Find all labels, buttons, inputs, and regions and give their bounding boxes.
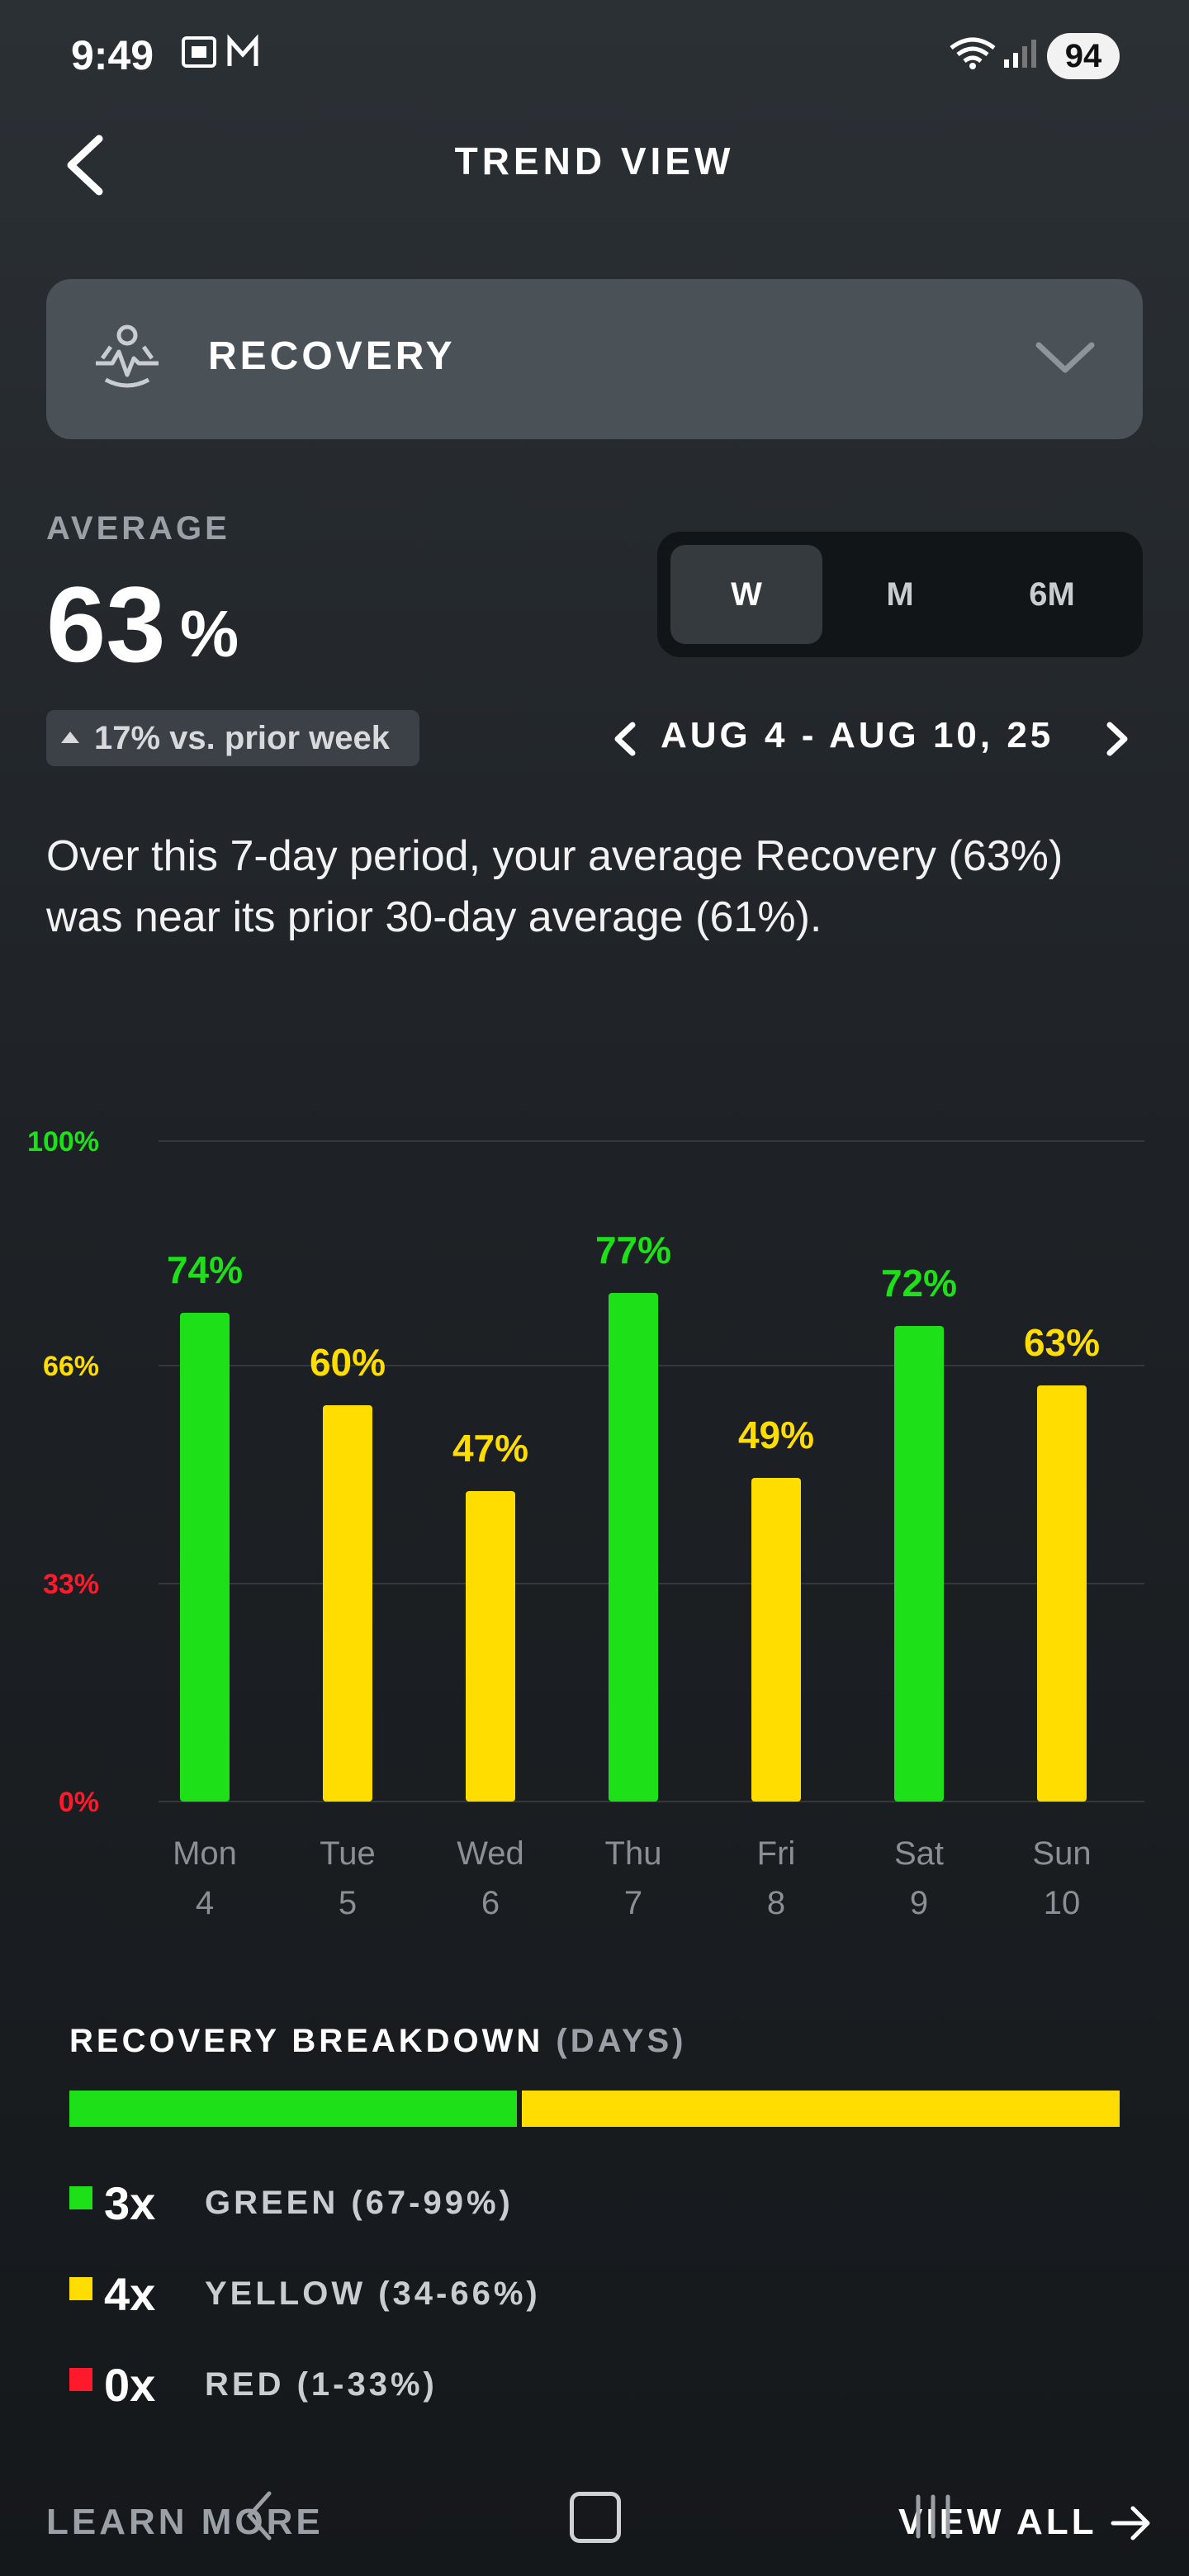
chevron-down-icon [1035,342,1095,373]
legend-label: RED (1-33%) [205,2366,438,2403]
period-option-month[interactable]: M [886,576,914,613]
breakdown-subtitle: (DAYS) [556,2023,687,2059]
x-tick-date: 7 [624,1885,642,1921]
date-range: AUG 4 - AUG 10, 25 [661,715,1054,755]
breakdown-title-text: RECOVERY BREAKDOWN [69,2023,544,2059]
delta-badge: 17% vs. prior week [46,710,419,766]
y-tick-label: 33% [43,1569,99,1600]
period-option-6-months[interactable]: 6M [1029,576,1075,613]
x-axis-labels: Mon 4 Tue 5 Wed 6 Thu 7 Fri 8 Sat 9 Sun 10 [173,1835,1091,1921]
bar-value-label: 47% [452,1427,528,1470]
x-tick-day: Fri [757,1835,796,1872]
breakdown-segment-yellow [522,2091,1120,2127]
status-time: 9:49 [71,32,154,78]
bar-value-label: 72% [881,1262,957,1305]
period-option-week[interactable]: W [670,545,822,644]
breakdown-segment-green [69,2091,518,2127]
bar-mon [180,1313,230,1802]
system-back-button[interactable] [239,2487,281,2545]
signal-icon [1004,40,1036,68]
bar-value-labels: 74% 60% 47% 77% 49% 72% 63% [167,1229,1100,1470]
delta-text: 17% vs. prior week [94,720,390,756]
bar-value-label: 60% [310,1341,386,1384]
average-unit: % [180,597,239,670]
bar-tue [323,1405,372,1802]
previous-period-button[interactable] [611,720,639,758]
bar-thu [609,1293,658,1802]
y-tick-label: 0% [59,1787,99,1818]
x-tick-day: Sat [894,1835,944,1872]
average-value: 63 [46,564,166,684]
legend-label: YELLOW (34-66%) [205,2275,541,2312]
recovery-icon [96,324,159,388]
chevron-left-icon [67,135,103,196]
bar-sun [1037,1385,1087,1802]
x-tick-date: 4 [196,1885,214,1921]
legend-count: 0x [104,2359,156,2411]
wifi-icon [950,37,996,69]
y-tick-label: 100% [27,1126,99,1158]
y-tick-label: 66% [43,1351,99,1382]
breakdown-title: RECOVERY BREAKDOWN (DAYS) [69,2023,687,2060]
bar-sat [894,1326,944,1802]
legend-count: 4x [104,2268,156,2320]
notification-icons [180,33,271,80]
bar-value-label: 74% [167,1248,243,1291]
x-tick-date: 9 [910,1885,928,1921]
period-toggle: W M 6M [657,532,1143,657]
x-tick-date: 10 [1044,1885,1081,1921]
view-all-link[interactable]: VIEW ALL [898,2502,1097,2542]
back-button[interactable] [58,124,116,206]
learn-more-link[interactable]: LEARN MORE [46,2502,324,2542]
summary-text: Over this 7-day period, your average Rec… [46,832,1063,941]
legend-label: GREEN (67-99%) [205,2185,514,2221]
battery-badge: 94 [1047,33,1120,79]
screenshot-icon [182,34,258,68]
x-tick-day: Thu [605,1835,662,1872]
x-tick-day: Tue [320,1835,375,1872]
x-tick-date: 5 [339,1885,357,1921]
x-tick-day: Wed [457,1835,524,1872]
recovery-bar-chart: 0% 33% 66% 100% 74% 60% 47% 77% 49% 72% 63% Mon 4 T… [27,1126,1144,1921]
legend-swatch-green [69,2186,92,2209]
y-axis-labels: 0% 33% 66% 100% [27,1126,99,1818]
system-recents-button[interactable] [908,2492,958,2541]
x-tick-date: 6 [481,1885,500,1921]
arrow-right-icon[interactable] [1110,2503,1154,2543]
x-tick-date: 8 [767,1885,785,1921]
legend-swatch-yellow [69,2277,92,2300]
legend-swatch-red [69,2368,92,2391]
x-tick-day: Mon [173,1835,237,1872]
bar-fri [751,1478,801,1802]
next-period-button[interactable] [1103,720,1131,758]
bar-value-label: 49% [738,1413,814,1456]
legend-count: 3x [104,2177,156,2229]
breakdown-bar [69,2091,1120,2127]
system-home-button[interactable] [570,2492,621,2543]
metric-label: RECOVERY [208,334,456,378]
bar-value-label: 63% [1024,1321,1100,1364]
average-label: AVERAGE [46,510,230,547]
chart-bars [180,1293,1087,1802]
page-title: TREND VIEW [454,140,735,182]
metric-dropdown[interactable]: RECOVERY [46,279,1143,439]
triangle-up-icon [61,732,79,743]
bar-wed [466,1491,515,1802]
x-tick-day: Sun [1032,1835,1091,1872]
bar-value-label: 77% [595,1229,671,1271]
